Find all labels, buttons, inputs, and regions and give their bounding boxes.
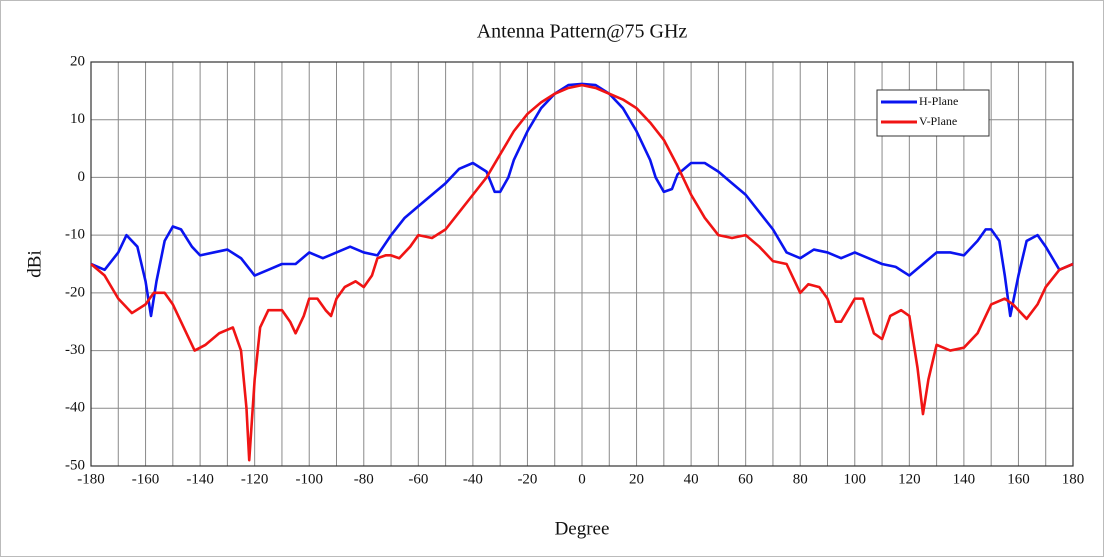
legend-label: V-Plane (919, 114, 957, 128)
y-tick-label: 10 (70, 111, 85, 127)
x-tick-label: -120 (241, 471, 269, 487)
x-tick-label: 40 (684, 471, 699, 487)
x-tick-label: 0 (578, 471, 586, 487)
x-tick-label: -100 (295, 471, 323, 487)
x-tick-label: 180 (1062, 471, 1085, 487)
y-tick-label: -10 (65, 227, 85, 243)
x-tick-label: -140 (186, 471, 214, 487)
x-tick-label: 60 (738, 471, 753, 487)
x-tick-label: 80 (793, 471, 808, 487)
y-tick-label: -40 (65, 400, 85, 416)
chart-title: Antenna Pattern@75 GHz (477, 21, 688, 43)
y-tick-label: -50 (65, 457, 85, 473)
x-tick-label: -180 (77, 471, 105, 487)
x-tick-label: 100 (844, 471, 867, 487)
x-tick-label: 20 (629, 471, 644, 487)
x-tick-label: 160 (1007, 471, 1030, 487)
y-axis-label: dBi (24, 250, 45, 277)
y-tick-label: -20 (65, 284, 85, 300)
x-tick-label: -20 (517, 471, 537, 487)
x-tick-label: -40 (463, 471, 483, 487)
x-tick-label: 140 (953, 471, 976, 487)
series-line (90, 83, 1074, 462)
y-tick-label: 0 (78, 169, 86, 185)
y-tick-label: 20 (70, 53, 85, 69)
legend-box (876, 89, 990, 137)
legend-label: H-Plane (919, 94, 958, 108)
x-axis-label: Degree (555, 518, 610, 539)
x-tick-label: 120 (898, 471, 921, 487)
x-tick-label: -80 (354, 471, 374, 487)
y-tick-label: -30 (65, 342, 85, 358)
x-tick-label: -60 (408, 471, 428, 487)
x-tick-label: -160 (132, 471, 160, 487)
